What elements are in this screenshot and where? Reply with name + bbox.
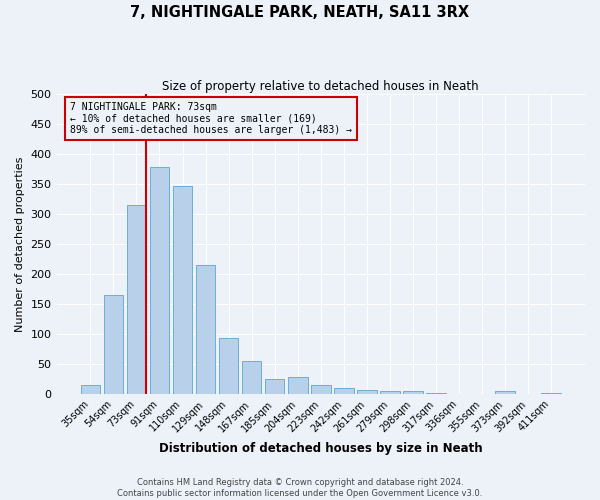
Text: Contains HM Land Registry data © Crown copyright and database right 2024.
Contai: Contains HM Land Registry data © Crown c… — [118, 478, 482, 498]
Bar — [334, 388, 353, 394]
Bar — [196, 265, 215, 394]
Bar — [104, 295, 123, 394]
Bar — [380, 391, 400, 394]
Bar — [288, 376, 308, 394]
Bar — [496, 391, 515, 394]
Bar — [265, 379, 284, 394]
X-axis label: Distribution of detached houses by size in Neath: Distribution of detached houses by size … — [159, 442, 482, 455]
Bar — [219, 338, 238, 394]
Bar — [403, 391, 423, 394]
Text: 7 NIGHTINGALE PARK: 73sqm
← 10% of detached houses are smaller (169)
89% of semi: 7 NIGHTINGALE PARK: 73sqm ← 10% of detac… — [70, 102, 352, 135]
Bar — [541, 392, 561, 394]
Title: Size of property relative to detached houses in Neath: Size of property relative to detached ho… — [163, 80, 479, 93]
Bar — [80, 385, 100, 394]
Text: 7, NIGHTINGALE PARK, NEATH, SA11 3RX: 7, NIGHTINGALE PARK, NEATH, SA11 3RX — [130, 5, 470, 20]
Bar — [127, 205, 146, 394]
Bar — [173, 186, 193, 394]
Y-axis label: Number of detached properties: Number of detached properties — [15, 156, 25, 332]
Bar — [357, 390, 377, 394]
Bar — [149, 168, 169, 394]
Bar — [311, 386, 331, 394]
Bar — [242, 361, 262, 394]
